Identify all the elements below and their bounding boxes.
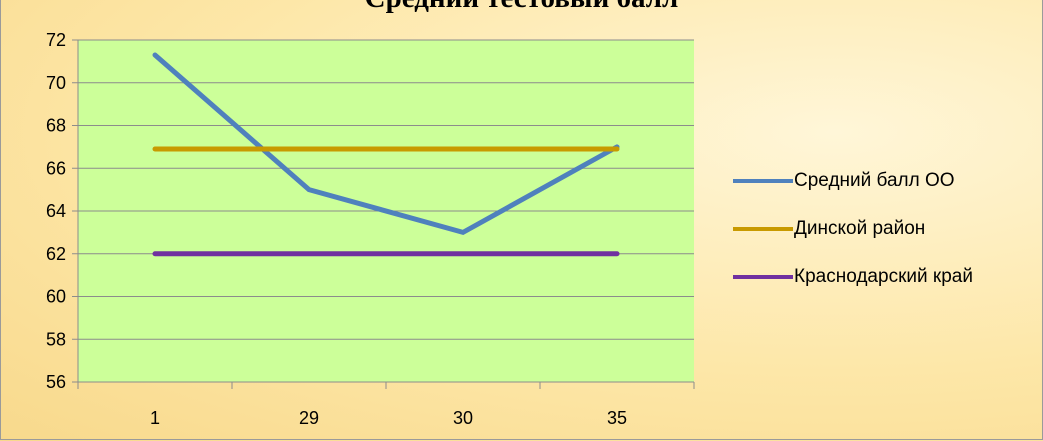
y-tick-label-70: 70	[46, 73, 66, 93]
series-lines	[152, 52, 620, 257]
legend-label-0: Средний балл ОО	[794, 170, 955, 191]
y-axis-ticks: 56 58 60 62 64 66 68 70 72	[46, 30, 78, 392]
x-tick-label-30: 30	[453, 408, 473, 428]
x-axis-ticks: 1 29 30 35	[77, 382, 695, 428]
legend-item-2: Краснодарский край	[733, 264, 1033, 290]
legend-swatch-2	[733, 275, 793, 279]
y-tick-label-66: 66	[46, 158, 66, 178]
x-tick-label-35: 35	[607, 408, 627, 428]
y-tick-label-56: 56	[46, 372, 66, 392]
series-line-0	[152, 52, 620, 236]
y-tick-label-64: 64	[46, 201, 66, 221]
legend-label-1: Динской район	[794, 218, 926, 239]
chart-title: Средний тестовый балл	[0, 0, 1043, 15]
legend-item-0: Средний балл ОО	[733, 168, 1033, 194]
x-tick-label-29: 29	[299, 408, 319, 428]
y-tick-label-62: 62	[46, 244, 66, 264]
y-tick-label-60: 60	[46, 287, 66, 307]
x-tick-label-1: 1	[150, 408, 160, 428]
legend-swatch-1	[733, 227, 793, 231]
legend-label-2: Краснодарский край	[794, 266, 973, 287]
y-tick-label-68: 68	[46, 116, 66, 136]
y-tick-label-72: 72	[46, 30, 66, 50]
y-tick-label-58: 58	[46, 329, 66, 349]
legend-swatch-0	[733, 179, 793, 183]
legend-item-1: Динской район	[733, 216, 1033, 242]
